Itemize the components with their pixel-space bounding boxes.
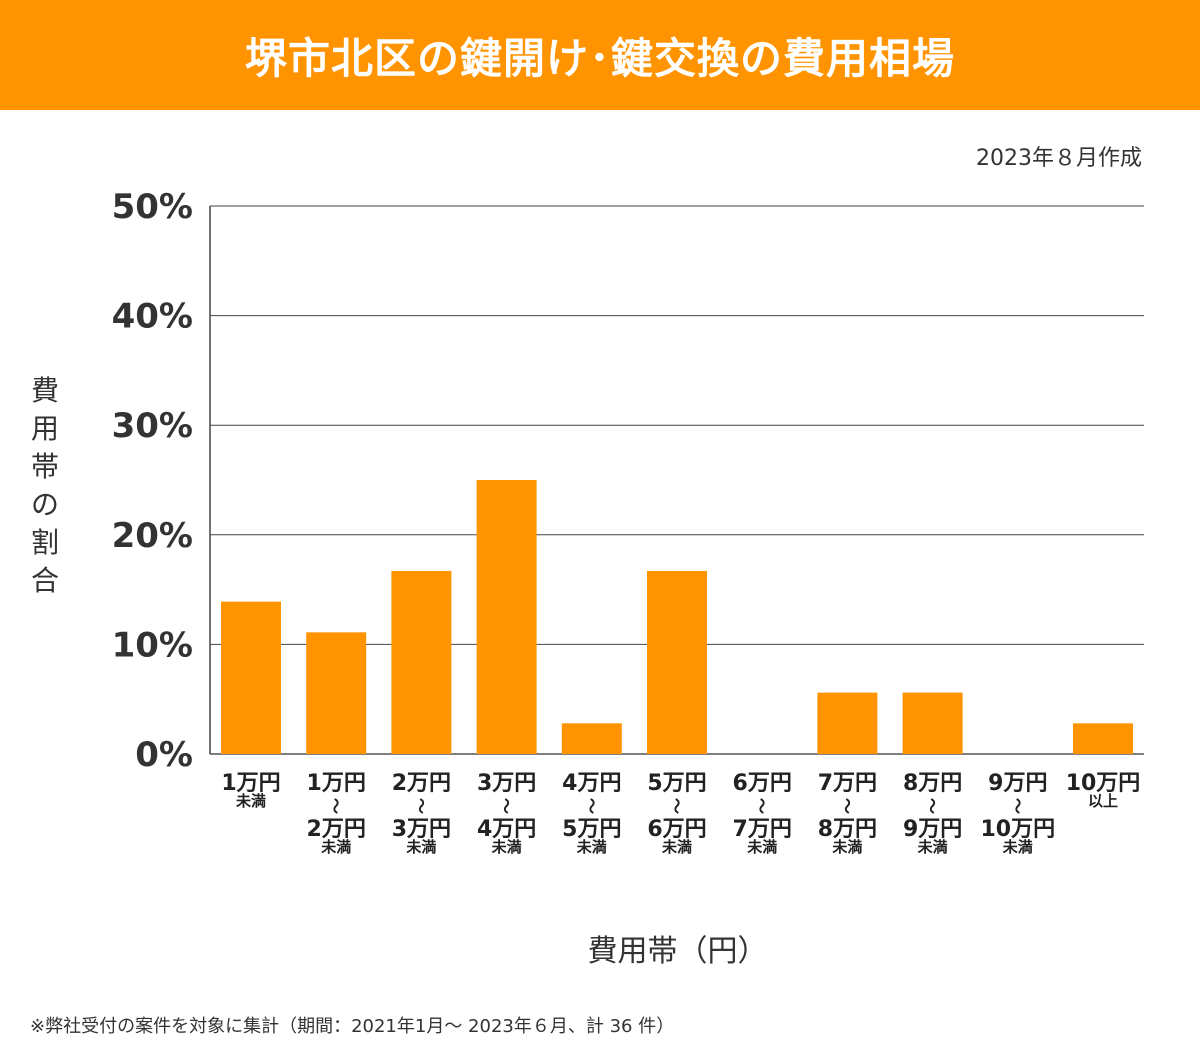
x-tick-label: 以上 — [1088, 792, 1118, 810]
x-tick-label: 5万円 — [562, 817, 621, 842]
x-tick-label: 未満 — [917, 838, 948, 856]
bar — [221, 601, 281, 754]
x-tick-label: 未満 — [491, 838, 522, 856]
x-tick-label: 4万円 — [562, 771, 621, 796]
y-tick-label: 30% — [112, 406, 193, 446]
x-tick-label: 10万円 — [980, 817, 1055, 842]
bar — [306, 632, 367, 754]
x-tick-label: 9万円 — [988, 771, 1047, 796]
x-tick-label: 2万円 — [307, 817, 366, 842]
bar — [902, 692, 963, 754]
x-tick-label: 〜 — [582, 798, 601, 814]
x-tick-label: 10万円 — [1066, 771, 1141, 796]
x-tick-label: 4万円 — [477, 817, 536, 842]
x-tick-label: 2万円 — [392, 771, 451, 796]
x-tick-label: 未満 — [405, 838, 436, 856]
x-tick-label: 未満 — [1002, 838, 1033, 856]
x-tick-label: 3万円 — [477, 771, 536, 796]
x-tick-label: 1万円 — [307, 771, 366, 796]
created-date: 2023年８月作成 — [976, 146, 1142, 171]
y-tick-label: 0% — [135, 735, 193, 775]
x-tick-label: 6万円 — [647, 817, 706, 842]
x-tick-label: 未満 — [746, 838, 777, 856]
bar — [1073, 723, 1133, 754]
bar — [391, 570, 452, 754]
x-tick-label: 未満 — [576, 838, 607, 856]
bar — [561, 723, 622, 754]
x-tick-label: 未満 — [320, 838, 351, 856]
x-tick-label: 〜 — [497, 798, 516, 814]
y-tick-label: 50% — [112, 187, 193, 227]
y-tick-label: 20% — [112, 516, 193, 556]
x-tick-label: 〜 — [1008, 798, 1027, 814]
x-tick-label: 未満 — [235, 792, 266, 810]
x-tick-label: 未満 — [831, 838, 862, 856]
x-tick-label: 〜 — [923, 798, 942, 814]
x-tick-label: 8万円 — [818, 817, 877, 842]
y-axis-label: 費用帯の割合 — [30, 374, 59, 597]
y-tick-label: 10% — [112, 625, 193, 665]
footnote: ※弊社受付の案件を対象に集計（期間：2021年1月～ 2023年６月、計 36 … — [30, 1016, 675, 1037]
x-tick-label: 8万円 — [903, 771, 962, 796]
header-banner: 堺市北区の鍵開け･鍵交換の費用相場 — [0, 0, 1200, 110]
chart-title: 堺市北区の鍵開け･鍵交換の費用相場 — [244, 33, 955, 83]
x-tick-label: 6万円 — [733, 771, 792, 796]
x-tick-label: 9万円 — [903, 817, 962, 842]
x-tick-label: 〜 — [752, 798, 771, 814]
bar — [647, 570, 707, 754]
x-tick-label: 〜 — [326, 798, 345, 814]
x-tick-label: 3万円 — [392, 817, 451, 842]
bar — [817, 692, 878, 754]
x-tick-label: 未満 — [661, 838, 692, 856]
x-tick-label: 〜 — [411, 798, 430, 814]
x-axis-label: 費用帯（円） — [587, 934, 768, 969]
x-tick-label: 7万円 — [733, 817, 792, 842]
x-tick-label: 〜 — [667, 798, 686, 814]
bar — [476, 480, 537, 754]
x-tick-label: 〜 — [837, 798, 856, 814]
y-tick-label: 40% — [112, 297, 193, 337]
x-tick-label: 5万円 — [647, 771, 706, 796]
x-tick-label: 7万円 — [818, 771, 877, 796]
x-tick-label: 1万円 — [221, 771, 280, 796]
